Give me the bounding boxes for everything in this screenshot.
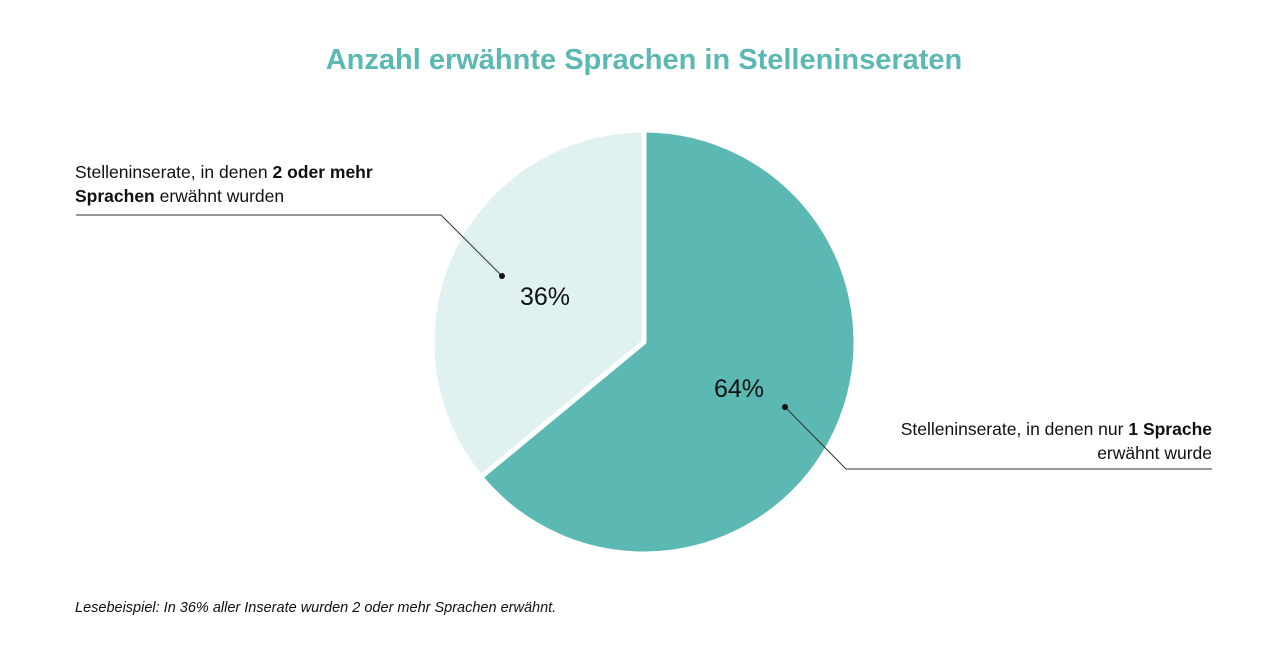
pie-slice-multi-language — [429, 127, 647, 480]
leader-line-multi-language — [76, 214, 503, 277]
leader-dot-multi-language — [499, 273, 505, 279]
chart-title: Anzahl erwähnte Sprachen in Stelleninser… — [325, 44, 963, 76]
callout-label-multi-language: Stelleninserate, in denen 2 oder mehr Sp… — [75, 162, 373, 206]
callout-label-single-language: Stelleninserate, in denen nur 1 Sprache … — [900, 419, 1212, 463]
leader-line-single-language — [784, 406, 1212, 470]
value-label-multi-language: 36% — [520, 283, 570, 311]
reading-example-footnote: Lesebeispiel: In 36% aller Inserate wurd… — [75, 600, 557, 616]
value-label-single-language: 64% — [714, 375, 764, 403]
leader-dot-single-language — [782, 404, 788, 410]
pie-slice-single-language — [478, 127, 859, 557]
